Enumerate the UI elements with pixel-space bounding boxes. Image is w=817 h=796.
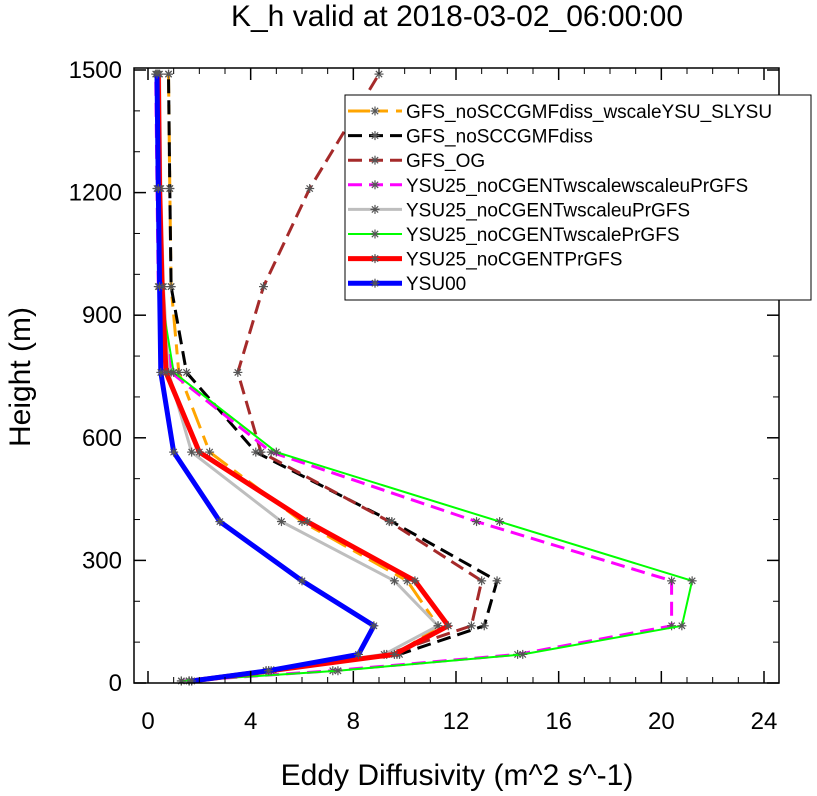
data-point — [305, 184, 315, 194]
legend-label: YSU00 — [406, 274, 466, 295]
data-point — [155, 282, 165, 292]
y-tick-label: 0 — [109, 670, 122, 697]
data-point — [687, 576, 697, 586]
legend-marker — [370, 106, 380, 116]
data-point — [164, 69, 174, 79]
legend-item: YSU25_noCGENTPrGFS — [348, 250, 622, 271]
legend-item: YSU00 — [348, 274, 466, 295]
x-tick-label: 16 — [545, 708, 572, 735]
data-point — [176, 676, 186, 686]
data-point — [156, 367, 166, 377]
legend-marker — [370, 254, 380, 264]
data-point — [384, 517, 394, 527]
data-point — [187, 447, 197, 457]
series-YSU00 — [152, 69, 379, 686]
data-point — [518, 649, 528, 659]
x-tick-label: 24 — [751, 708, 778, 735]
data-point — [215, 517, 225, 527]
data-point — [477, 576, 487, 586]
data-point — [233, 367, 243, 377]
x-tick-label: 0 — [141, 708, 154, 735]
x-axis-label: Eddy Diffusivity (m^2 s^-1) — [281, 759, 634, 792]
data-point — [466, 621, 476, 631]
data-point — [152, 69, 162, 79]
legend: GFS_noSCCGMFdiss_wscaleYSU_SLYSU GFS_noSC… — [344, 94, 812, 301]
legend-item: YSU25_noCGENTwscalePrGFS — [348, 225, 680, 246]
legend-label: YSU25_noCGENTwscaleuPrGFS — [406, 200, 690, 221]
data-point — [194, 447, 204, 457]
data-point — [259, 282, 268, 292]
y-tick-label: 600 — [82, 425, 122, 452]
data-point — [369, 621, 379, 631]
data-point — [166, 282, 176, 292]
legend-label: GFS_noSCCGMFdiss_wscaleYSU_SLYSU — [406, 102, 772, 123]
data-point — [271, 447, 281, 457]
data-point — [389, 576, 399, 586]
data-point — [161, 367, 171, 377]
legend-item: GFS_OG — [348, 151, 485, 172]
plot-area — [151, 69, 697, 686]
x-tick-label: 20 — [648, 708, 675, 735]
legend-marker — [370, 229, 380, 239]
data-point — [169, 447, 179, 457]
data-point — [302, 517, 312, 527]
data-point — [153, 184, 163, 194]
x-tick-label: 12 — [443, 708, 470, 735]
data-point — [472, 517, 482, 527]
data-point — [256, 447, 266, 457]
legend-label: GFS_noSCCGMFdiss — [406, 127, 593, 148]
y-tick-label: 1500 — [69, 57, 122, 84]
legend-marker — [370, 204, 380, 214]
axis-ticks: 0 4 8 12 16 20 24 0 300 600 900 1200 1500 — [69, 57, 779, 735]
data-point — [479, 621, 489, 631]
x-tick-label: 8 — [347, 708, 360, 735]
y-tick-label: 900 — [82, 302, 122, 329]
data-point — [165, 184, 175, 194]
data-point — [276, 517, 286, 527]
data-point — [443, 621, 453, 631]
legend-box — [344, 94, 812, 301]
data-point — [495, 517, 505, 527]
data-point — [205, 447, 215, 457]
legend-marker — [370, 180, 380, 190]
legend-item: GFS_noSCCGMFdiss — [348, 127, 593, 148]
legend-marker — [370, 155, 380, 165]
y-tick-label: 1200 — [69, 180, 122, 207]
data-point — [677, 621, 687, 631]
legend-label: YSU25_noCGENTPrGFS — [406, 250, 622, 271]
legend-item: YSU25_noCGENTwscalewscaleuPrGFS — [348, 176, 748, 197]
data-point — [667, 576, 677, 586]
data-point — [187, 676, 197, 686]
y-axis-label: Height (m) — [4, 307, 37, 447]
data-point — [492, 576, 502, 586]
legend-item: YSU25_noCGENTwscaleuPrGFS — [348, 200, 690, 221]
legend-label: YSU25_noCGENTwscalePrGFS — [406, 225, 680, 246]
data-point — [389, 649, 399, 659]
legend-item: GFS_noSCCGMFdiss_wscaleYSU_SLYSU — [348, 102, 772, 123]
x-tick-label: 4 — [244, 708, 257, 735]
data-point — [182, 367, 191, 377]
legend-label: YSU25_noCGENTwscalewscaleuPrGFS — [406, 176, 748, 197]
legend-marker — [370, 278, 380, 288]
chart-title: K_h valid at 2018-03-02_06:00:00 — [231, 0, 683, 33]
data-point — [333, 666, 343, 676]
data-point — [169, 367, 179, 377]
data-point — [264, 666, 274, 676]
y-tick-label: 300 — [82, 547, 122, 574]
data-point — [353, 649, 363, 659]
legend-label: GFS_OG — [406, 151, 485, 172]
legend-marker — [370, 131, 380, 141]
data-point — [410, 576, 420, 586]
data-point — [297, 576, 307, 586]
data-point — [251, 447, 261, 457]
